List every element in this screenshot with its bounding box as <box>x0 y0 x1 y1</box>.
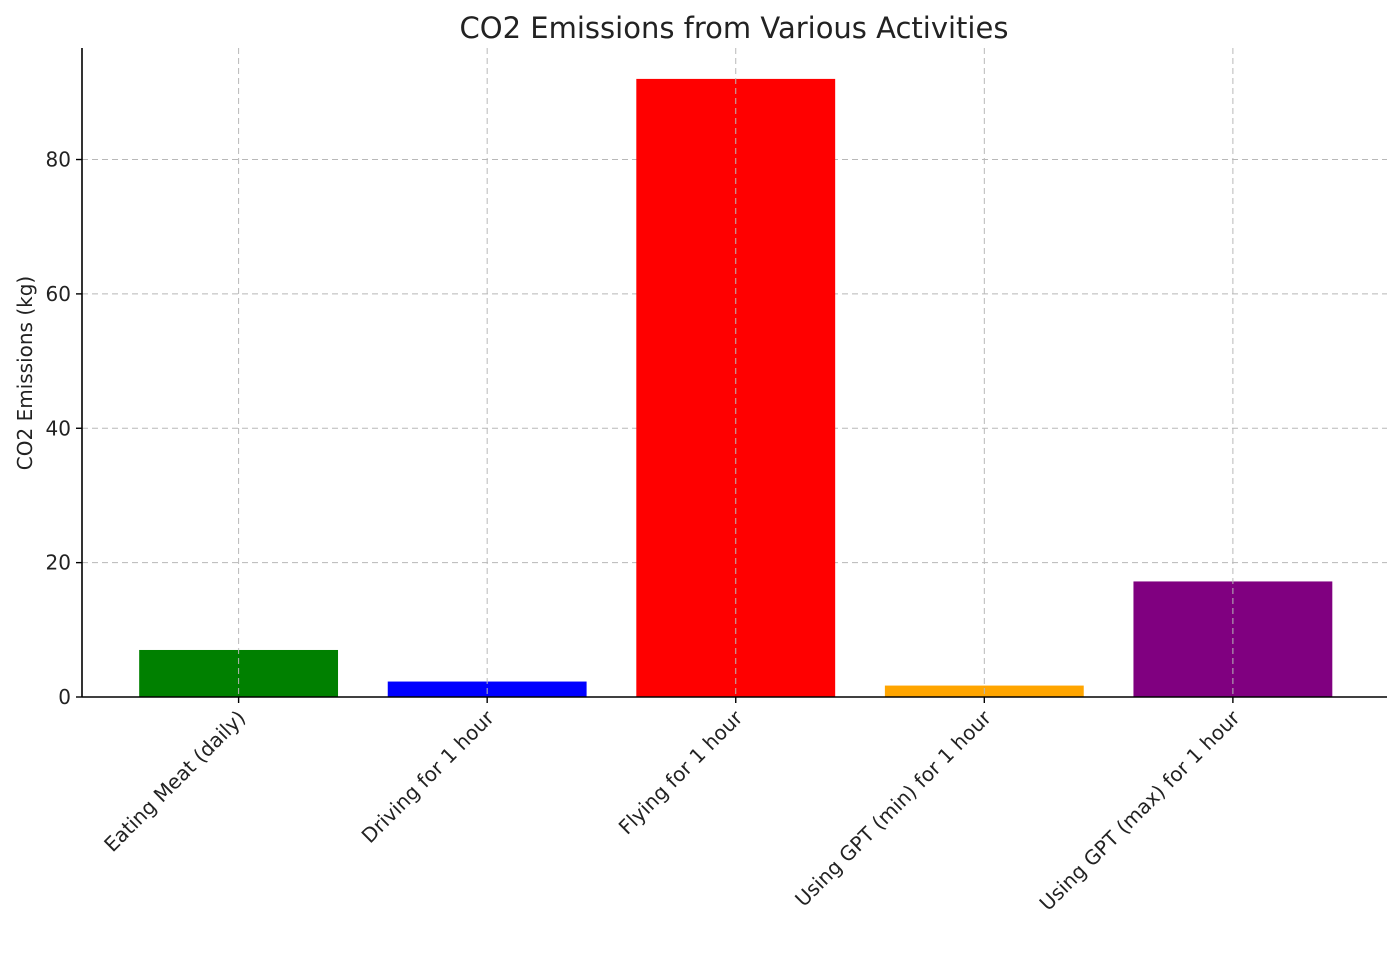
chart-title: CO2 Emissions from Various Activities <box>460 11 1009 45</box>
x-tick-label: Flying for 1 hour <box>614 705 748 839</box>
x-tick-label: Driving for 1 hour <box>357 705 500 848</box>
y-tick-label: 0 <box>58 685 71 709</box>
x-tick-label: Eating Meat (daily) <box>99 706 250 857</box>
x-ticks-layer: Eating Meat (daily) Driving for 1 hour Fly… <box>99 697 1245 915</box>
y-tick-label: 40 <box>46 416 71 440</box>
x-tick-label: Using GPT (min) for 1 hour <box>790 705 996 911</box>
y-axis-label: CO2 Emissions (kg) <box>13 276 37 470</box>
y-tick-label: 80 <box>46 148 71 172</box>
y-tick-label: 60 <box>46 282 71 306</box>
y-tick-label: 20 <box>46 551 71 575</box>
x-tick-label: Using GPT (max) for 1 hour <box>1035 705 1245 915</box>
axes-layer <box>81 48 1387 698</box>
y-ticks-layer: 0 20 40 60 80 <box>46 148 82 709</box>
